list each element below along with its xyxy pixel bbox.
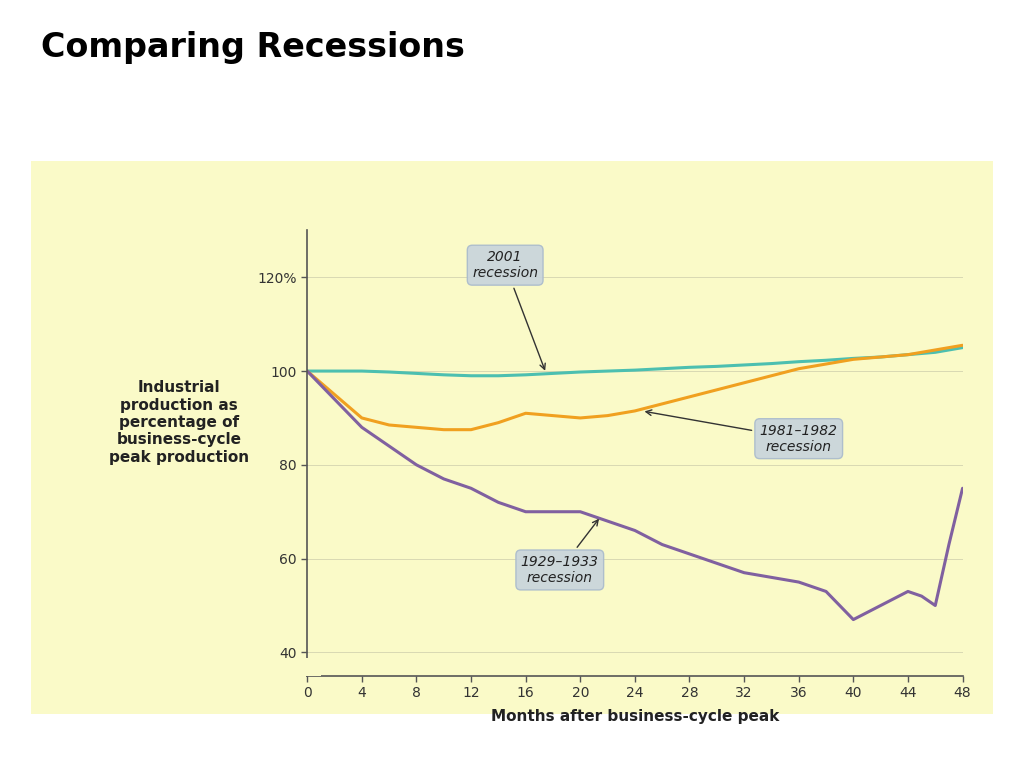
Text: Industrial
production as
percentage of
business-cycle
peak production: Industrial production as percentage of b… — [110, 380, 249, 465]
X-axis label: Months after business-cycle peak: Months after business-cycle peak — [490, 709, 779, 723]
Text: 2001
recession: 2001 recession — [472, 250, 545, 369]
Text: Comparing Recessions: Comparing Recessions — [41, 31, 465, 64]
Text: 1981–1982
recession: 1981–1982 recession — [646, 410, 838, 454]
Bar — [294, 658, 321, 676]
Text: 1929–1933
recession: 1929–1933 recession — [521, 520, 599, 585]
